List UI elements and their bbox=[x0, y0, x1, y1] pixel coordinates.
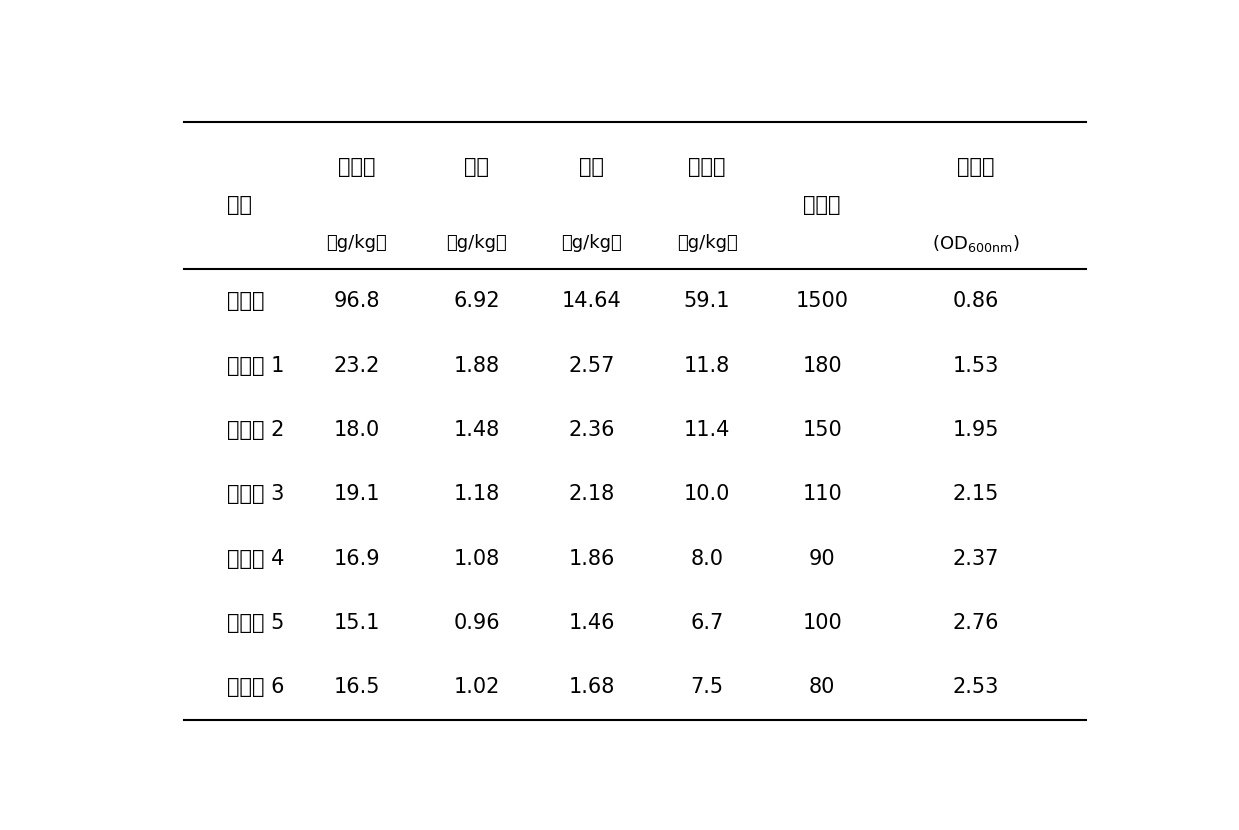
Text: 2.15: 2.15 bbox=[953, 484, 999, 505]
Text: 1.95: 1.95 bbox=[953, 420, 999, 440]
Text: 1.08: 1.08 bbox=[453, 549, 499, 569]
Text: 23.2: 23.2 bbox=[333, 355, 379, 375]
Text: 总氮: 总氮 bbox=[580, 157, 605, 177]
Text: 嗅阁值: 嗅阁值 bbox=[803, 195, 841, 215]
Text: 2.37: 2.37 bbox=[953, 549, 999, 569]
Text: 1.88: 1.88 bbox=[453, 355, 499, 375]
Text: 未处理: 未处理 bbox=[227, 291, 264, 311]
Text: 59.1: 59.1 bbox=[684, 291, 730, 311]
Text: 8.0: 8.0 bbox=[690, 549, 724, 569]
Text: 96.8: 96.8 bbox=[333, 291, 380, 311]
Text: 110: 110 bbox=[803, 484, 843, 505]
Text: 6.92: 6.92 bbox=[453, 291, 499, 311]
Text: 16.5: 16.5 bbox=[333, 677, 380, 697]
Text: 氨氮: 氨氮 bbox=[465, 157, 489, 177]
Text: 1500: 1500 bbox=[795, 291, 849, 311]
Text: 14.64: 14.64 bbox=[563, 291, 622, 311]
Text: （g/kg）: （g/kg） bbox=[561, 234, 622, 252]
Text: 11.8: 11.8 bbox=[684, 355, 730, 375]
Text: 2.36: 2.36 bbox=[569, 420, 615, 440]
Text: 90: 90 bbox=[809, 549, 835, 569]
Text: 1.48: 1.48 bbox=[453, 420, 499, 440]
Text: 2.57: 2.57 bbox=[569, 355, 615, 375]
Text: 6.7: 6.7 bbox=[690, 613, 724, 633]
Text: 1.18: 1.18 bbox=[453, 484, 499, 505]
Text: 19.1: 19.1 bbox=[333, 484, 380, 505]
Text: 菌浓度: 菌浓度 bbox=[957, 157, 995, 177]
Text: 10.0: 10.0 bbox=[684, 484, 730, 505]
Text: 1.86: 1.86 bbox=[569, 549, 615, 569]
Text: 2.18: 2.18 bbox=[569, 484, 615, 505]
Text: 石油烃: 石油烃 bbox=[688, 157, 726, 177]
Text: 15.1: 15.1 bbox=[333, 613, 379, 633]
Text: （g/kg）: （g/kg） bbox=[446, 234, 507, 252]
Text: 16.9: 16.9 bbox=[333, 549, 380, 569]
Text: 实施例 4: 实施例 4 bbox=[227, 549, 284, 569]
Text: 实施例 3: 实施例 3 bbox=[227, 484, 284, 505]
Text: 1.68: 1.68 bbox=[569, 677, 615, 697]
Text: 0.86: 0.86 bbox=[953, 291, 999, 311]
Text: 150: 150 bbox=[803, 420, 843, 440]
Text: 实施例 2: 实施例 2 bbox=[227, 420, 284, 440]
Text: （g/kg）: （g/kg） bbox=[676, 234, 737, 252]
Text: 7.5: 7.5 bbox=[690, 677, 724, 697]
Text: 实施例 6: 实施例 6 bbox=[227, 677, 285, 697]
Text: $\mathregular{(OD_{600nm})}$: $\mathregular{(OD_{600nm})}$ bbox=[932, 233, 1020, 254]
Text: 实施例 5: 实施例 5 bbox=[227, 613, 284, 633]
Text: 11.4: 11.4 bbox=[684, 420, 730, 440]
Text: 1.02: 1.02 bbox=[453, 677, 499, 697]
Text: 实施例 1: 实施例 1 bbox=[227, 355, 284, 375]
Text: 80: 80 bbox=[809, 677, 835, 697]
Text: 1.53: 1.53 bbox=[953, 355, 999, 375]
Text: 100: 100 bbox=[803, 613, 843, 633]
Text: 有机质: 有机质 bbox=[338, 157, 375, 177]
Text: 底泥: 底泥 bbox=[227, 195, 252, 215]
Text: 2.53: 2.53 bbox=[953, 677, 999, 697]
Text: （g/kg）: （g/kg） bbox=[326, 234, 387, 252]
Text: 180: 180 bbox=[803, 355, 843, 375]
Text: 0.96: 0.96 bbox=[453, 613, 499, 633]
Text: 18.0: 18.0 bbox=[333, 420, 379, 440]
Text: 2.76: 2.76 bbox=[953, 613, 999, 633]
Text: 1.46: 1.46 bbox=[569, 613, 615, 633]
